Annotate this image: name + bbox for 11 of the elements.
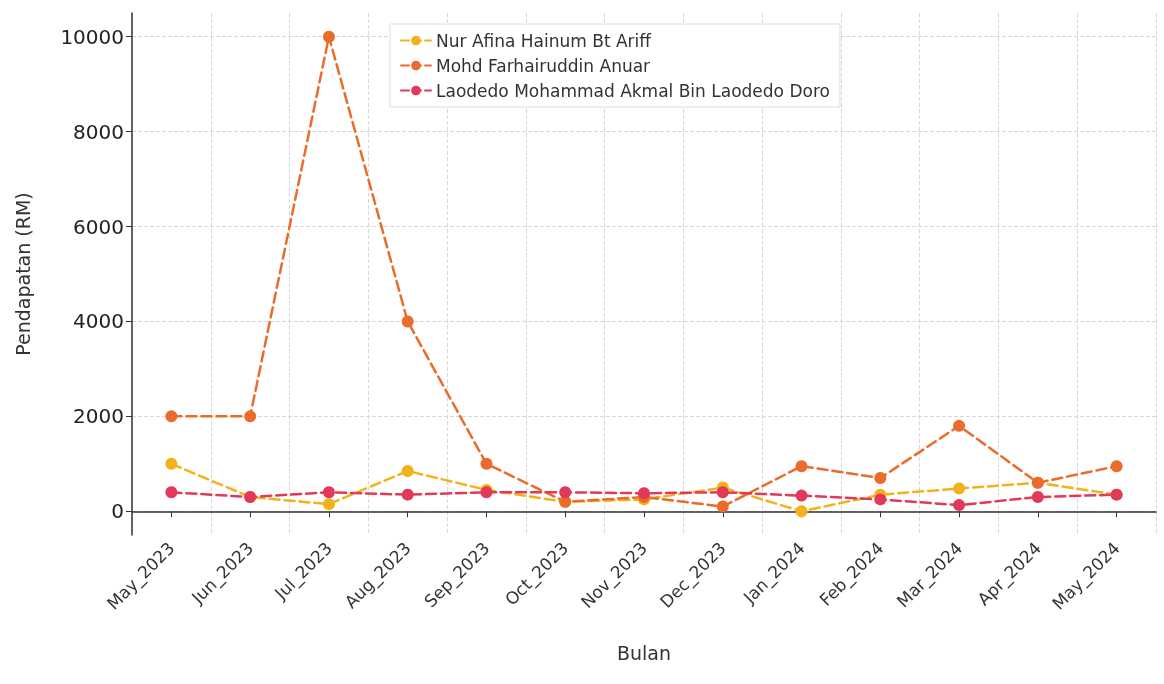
y-axis-title: Pendapatan (RM) — [11, 192, 34, 356]
y-tick-label: 0 — [111, 499, 124, 524]
y-tick-label: 4000 — [73, 309, 124, 334]
y-tick-label: 10000 — [60, 24, 124, 49]
y-tick-label: 2000 — [73, 404, 124, 429]
legend-label: Nur Afina Hainum Bt Ariff — [436, 30, 653, 51]
x-axis-title: Bulan — [616, 641, 672, 664]
legend-label: Laodedo Mohammad Akmal Bin Laodedo Doro — [436, 80, 830, 101]
legend-label: Mohd Farhairuddin Anuar — [436, 55, 651, 76]
y-tick-label: 6000 — [73, 214, 124, 239]
y-tick-label: 8000 — [73, 119, 124, 144]
